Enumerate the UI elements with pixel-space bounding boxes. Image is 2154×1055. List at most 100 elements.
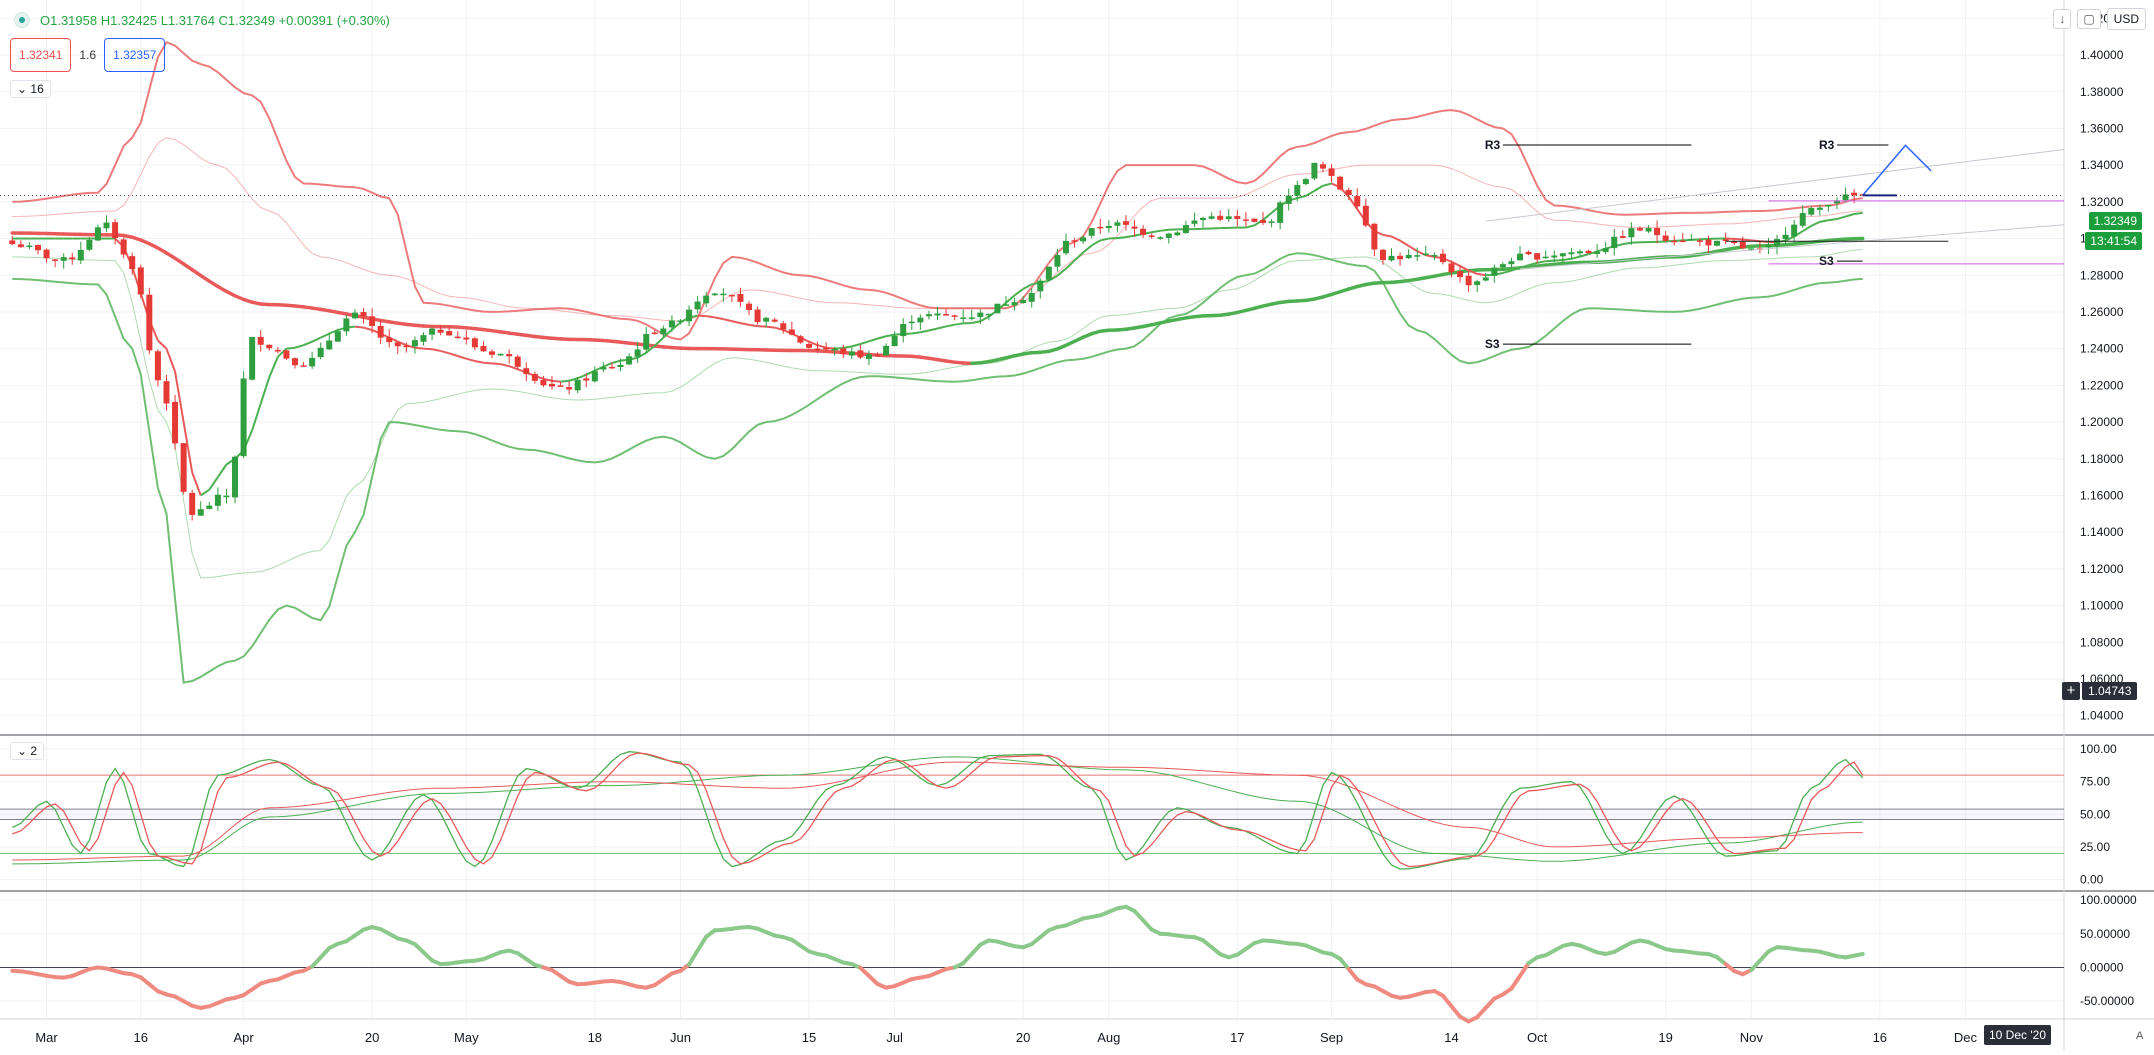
candle [755,306,761,324]
candle-body [369,316,375,326]
candle-body [1628,228,1634,237]
price-tick-label: 1.40000 [2080,48,2124,62]
candle [1183,221,1189,234]
candle-body [1508,261,1514,264]
buy-button[interactable]: 1.32357 [104,38,165,72]
candle-body [1337,177,1343,190]
arrow-down-icon[interactable]: ↓ [2053,9,2071,29]
candle [1243,212,1249,226]
time-tick-label: Apr [233,1030,254,1045]
candle-body [1123,221,1129,225]
candle [643,327,649,353]
candle-body [558,385,564,387]
fast-ma-segment [201,490,210,496]
fast-ma-segment [955,323,964,324]
candle-body [1774,239,1780,246]
candle [292,357,298,368]
fullscreen-icon[interactable]: ▢ [2077,9,2100,29]
candle-body [1663,236,1669,241]
candle [301,362,307,367]
candle-body [1560,253,1566,256]
candle [309,352,315,369]
time-tick-label: Nov [1740,1030,1764,1045]
sell-button[interactable]: 1.32341 [10,38,71,72]
candle [600,362,606,372]
main-indicators-toggle[interactable]: ⌄ 16 [10,80,51,98]
fast-ma-segment [483,363,492,364]
candle-body [1654,228,1660,235]
fast-ma-segment [1828,219,1837,220]
candle-body [361,312,367,316]
candle-body [1311,163,1317,179]
candle-body [1825,205,1831,207]
candle-body [532,374,538,381]
candle-body [618,365,624,367]
candle-body [1251,219,1257,222]
candle-body [138,267,144,294]
candle [1611,229,1617,256]
candle [1337,176,1343,191]
candle-body [592,371,598,381]
candle-body [86,240,92,250]
candle-body [335,331,341,342]
time-tick-label: 14 [1444,1030,1458,1045]
fast-ma-segment [218,464,227,477]
fast-ma-segment [980,317,989,322]
price-tick-label: 1.10000 [2080,599,2124,613]
plus-icon[interactable]: + [2062,682,2080,700]
momentum-segment [1854,954,1863,956]
candle [1620,230,1626,238]
fast-ma-segment [706,316,715,317]
candle-body [172,402,178,443]
candle-body [952,315,958,317]
candle [318,343,324,360]
momentum-tick-label: 100.00000 [2080,893,2137,907]
candle [420,332,426,346]
candle [1491,264,1497,282]
oscillator-indicators-toggle[interactable]: ⌄ 2 [10,742,44,760]
fast-ma-segment [458,356,467,359]
candle-body [18,244,24,247]
price-tick-label: 1.26000 [2080,305,2124,319]
auto-scale-button[interactable]: A [2136,1030,2143,1042]
candle [1277,201,1283,230]
candle-body [892,336,898,346]
candle-body [386,337,392,342]
candle-body [198,509,204,516]
fast-ma-segment [1306,191,1315,196]
fast-ma-segment [1314,186,1323,191]
candle [241,371,247,458]
candle-body [1483,277,1489,280]
fast-ma-segment [749,325,758,326]
candle [720,288,726,302]
candle-body [1277,202,1283,222]
candle [52,259,58,267]
candle [249,337,255,381]
fast-ma-segment [552,381,561,382]
currency-button[interactable]: USD [2107,8,2146,30]
candle [712,293,718,296]
candle [523,362,529,381]
candle-body [9,240,15,244]
time-tick-label: 16 [1873,1030,1887,1045]
candle [1688,234,1694,240]
candle [1843,188,1849,203]
candle [206,502,212,510]
time-tick-label: 20 [1016,1030,1030,1045]
fast-ma-segment [766,327,775,328]
candle-body [44,250,50,259]
fast-ma-segment [1580,254,1589,256]
crosshair-price-label: 1.04743 [2082,682,2137,700]
momentum-tick-label: 0.00000 [2080,960,2124,974]
candle [1234,210,1240,227]
candle [1217,210,1223,221]
main-indicator-count: 16 [30,82,43,96]
candle-body [1080,237,1086,241]
candle-body [677,320,683,322]
candle-body [283,350,289,358]
momentum-segment [1511,976,1520,989]
candle-body [737,294,743,302]
candle-body [472,338,478,347]
